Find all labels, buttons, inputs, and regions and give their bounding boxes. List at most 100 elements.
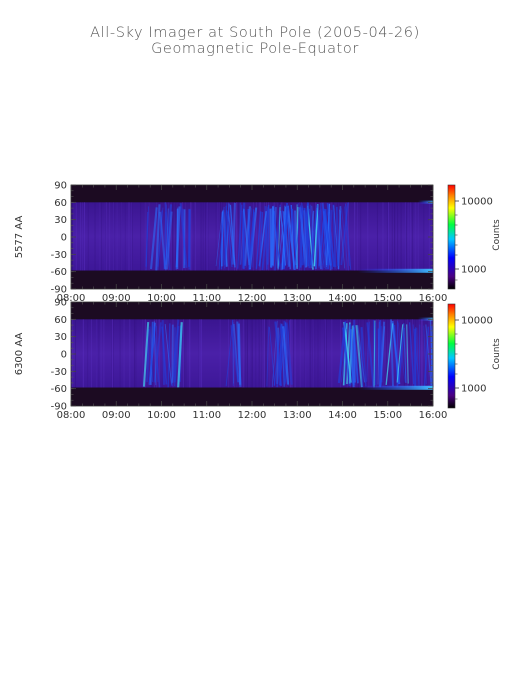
- texture-streak: [128, 202, 130, 271]
- texture-streak: [309, 319, 311, 388]
- texture-streak: [376, 202, 378, 271]
- texture-streak: [215, 202, 217, 271]
- texture-streak: [158, 319, 160, 388]
- texture-streak: [294, 319, 296, 388]
- aurora-streak: [377, 321, 380, 385]
- y-tick-label: 90: [54, 298, 67, 309]
- aurora-streak: [313, 204, 319, 267]
- aurora-streak: [335, 206, 339, 266]
- aurora-streak: [149, 326, 154, 383]
- texture-streak: [319, 319, 321, 388]
- texture-streak: [103, 319, 105, 388]
- x-tick-label: 09:00: [102, 410, 131, 421]
- texture-streak: [100, 319, 102, 388]
- colorbar-tick-label: 10000: [461, 197, 493, 208]
- texture-streak: [135, 319, 137, 388]
- texture-streak: [360, 319, 362, 388]
- x-tick-label: 11:00: [192, 293, 221, 304]
- texture-streak: [420, 319, 422, 388]
- texture-streak: [259, 319, 261, 388]
- texture-streak: [405, 202, 407, 271]
- texture-streak: [417, 202, 419, 271]
- aurora-streak: [159, 211, 167, 270]
- texture-streak: [220, 202, 222, 271]
- x-tick-label: 16:00: [419, 410, 448, 421]
- edge-glow-upper: [417, 200, 433, 204]
- aurora-streak: [282, 210, 288, 265]
- texture-streak: [291, 319, 293, 388]
- aurora-streak: [379, 320, 382, 386]
- aurora-streak: [273, 323, 282, 386]
- texture-streak: [414, 202, 416, 271]
- texture-streak: [98, 319, 100, 388]
- texture-streak: [316, 319, 318, 388]
- texture-streak: [144, 202, 146, 271]
- texture-streak: [207, 202, 209, 271]
- texture-streak: [255, 202, 257, 271]
- aurora-streak: [273, 208, 281, 270]
- aurora-streak: [332, 204, 337, 268]
- aurora-streak: [397, 322, 406, 383]
- texture-streak: [283, 319, 285, 388]
- texture-streak: [105, 202, 107, 271]
- aurora-streak: [408, 322, 415, 385]
- texture-streak: [263, 319, 265, 388]
- aurora-streak: [232, 320, 234, 386]
- texture-streak: [383, 319, 384, 388]
- texture-streak: [128, 202, 130, 271]
- texture-streak: [305, 319, 307, 388]
- x-tick-label: 10:00: [147, 410, 176, 421]
- y-tick-label: -60: [51, 267, 67, 278]
- texture-streak: [99, 202, 101, 271]
- x-tick-label: 16:00: [419, 293, 448, 304]
- y-axis-label: 5577 AA: [14, 216, 25, 259]
- texture-streak: [354, 202, 355, 271]
- texture-streak: [394, 202, 396, 271]
- x-tick-label: 15:00: [373, 293, 402, 304]
- texture-streak: [190, 202, 192, 271]
- texture-streak: [382, 202, 384, 271]
- texture-streak: [246, 319, 248, 388]
- x-tick-label: 08:00: [57, 410, 86, 421]
- aurora-streak: [179, 203, 188, 268]
- texture-streak: [131, 202, 133, 271]
- texture-streak: [259, 319, 261, 388]
- edge-glow-upper: [417, 317, 433, 321]
- aurora-streak: [255, 211, 262, 269]
- aurora-streak: [177, 322, 183, 388]
- texture-streak: [199, 319, 201, 388]
- texture-streak: [205, 202, 206, 271]
- aurora-streak: [317, 204, 323, 266]
- texture-streak: [128, 202, 130, 271]
- texture-streak: [194, 202, 196, 271]
- texture-streak: [84, 202, 85, 271]
- x-tick-label: 13:00: [283, 293, 312, 304]
- y-tick-label: 60: [54, 315, 67, 326]
- texture-streak: [397, 202, 399, 271]
- aurora-streak: [299, 202, 302, 271]
- texture-streak: [326, 319, 327, 388]
- texture-streak: [368, 319, 370, 388]
- texture-streak: [82, 319, 84, 388]
- x-tick-label: 15:00: [373, 410, 402, 421]
- aurora-streak: [267, 204, 270, 265]
- texture-streak: [287, 202, 289, 271]
- texture-streak: [394, 202, 395, 271]
- texture-streak: [82, 202, 83, 271]
- texture-streak: [87, 202, 89, 271]
- texture-streak: [161, 319, 163, 388]
- texture-streak: [400, 202, 402, 271]
- texture-streak: [75, 319, 76, 388]
- texture-streak: [219, 202, 221, 271]
- x-tick-label: 10:00: [147, 293, 176, 304]
- texture-streak: [140, 202, 142, 271]
- colorbar-tick-label: 1000: [461, 265, 486, 276]
- aurora-streak: [233, 324, 239, 383]
- texture-streak: [324, 319, 326, 388]
- texture-streak: [94, 202, 96, 271]
- texture-streak: [96, 319, 98, 388]
- texture-streak: [322, 202, 324, 271]
- aurora-streak: [323, 210, 333, 270]
